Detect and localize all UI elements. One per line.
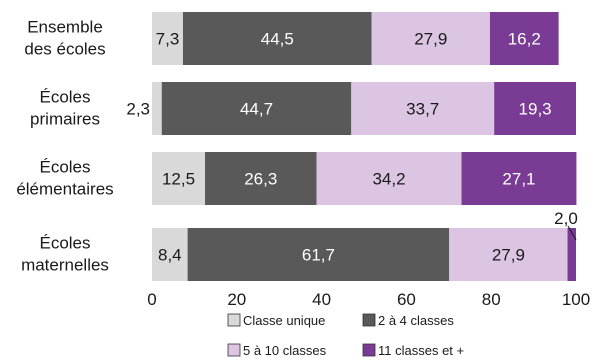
x-tick-label: 80: [482, 290, 501, 309]
data-label-leader: [567, 225, 577, 241]
bar-segment: [187, 228, 450, 281]
x-tick-label: 20: [227, 290, 246, 309]
category-label: des écoles: [24, 40, 105, 59]
data-label: 33,7: [406, 100, 439, 119]
data-label: 34,2: [372, 170, 405, 189]
category-label: Écoles: [39, 88, 90, 107]
legend-swatch: [227, 313, 241, 327]
x-tick-label: 60: [397, 290, 416, 309]
legend-swatch: [227, 343, 241, 357]
data-label: 61,7: [302, 246, 335, 265]
category-label: Écoles: [39, 234, 90, 253]
x-axis: 0 20 40 60 80 100: [147, 290, 590, 309]
data-label: 16,2: [508, 30, 541, 49]
legend-swatch: [362, 343, 376, 357]
value-labels: 7,3 44,5 27,9 16,2 2,3 44,7 33,7 19,3 12,5 26,3 34…: [126, 30, 577, 265]
data-label: 27,9: [414, 30, 447, 49]
legend-label: 2 à 4 classes: [378, 313, 454, 328]
category-label: Ensemble: [27, 18, 103, 37]
data-label: 2,0: [554, 209, 578, 228]
category-label: primaires: [30, 110, 100, 129]
bar-segment: [152, 12, 183, 65]
bar-segment: [489, 12, 559, 65]
x-tick-label: 0: [147, 290, 156, 309]
bar-segment: [161, 82, 352, 135]
bar-segment: [567, 228, 576, 281]
legend: Classe unique 2 à 4 classes 5 à 10 classes…: [227, 313, 464, 358]
bar-segment: [351, 82, 495, 135]
category-label: maternelles: [21, 256, 109, 275]
legend-label: 5 à 10 classes: [243, 343, 327, 358]
bar-segment: [152, 228, 188, 281]
bar-segment: [461, 152, 577, 205]
category-labels: Ensemble des écoles Écoles primaires Écoles é…: [16, 18, 113, 275]
data-label: 27,1: [502, 170, 535, 189]
bar-segment: [205, 152, 317, 205]
legend-label: 11 classes et +: [378, 343, 464, 358]
bar-segment: [152, 152, 205, 205]
bar-segment: [316, 152, 462, 205]
legend-swatch: [362, 313, 376, 327]
data-label: 8,4: [158, 246, 182, 265]
bar-segment: [152, 82, 162, 135]
data-label: 2,3: [126, 100, 150, 119]
category-label: élémentaires: [16, 180, 113, 199]
data-label: 12,5: [162, 170, 195, 189]
data-label: 44,7: [240, 100, 273, 119]
legend-label: Classe unique: [243, 313, 325, 328]
bar-segment: [182, 12, 372, 65]
bar-segment: [494, 82, 576, 135]
data-label: 7,3: [156, 30, 180, 49]
data-label: 26,3: [244, 170, 277, 189]
data-label: 27,9: [492, 246, 525, 265]
data-label: 44,5: [261, 30, 294, 49]
x-tick-label: 100: [562, 290, 590, 309]
bar-segment: [449, 228, 568, 281]
category-label: Écoles: [39, 158, 90, 177]
bars: [152, 12, 577, 281]
data-label: 19,3: [519, 100, 552, 119]
bar-segment: [371, 12, 490, 65]
x-tick-label: 40: [312, 290, 331, 309]
